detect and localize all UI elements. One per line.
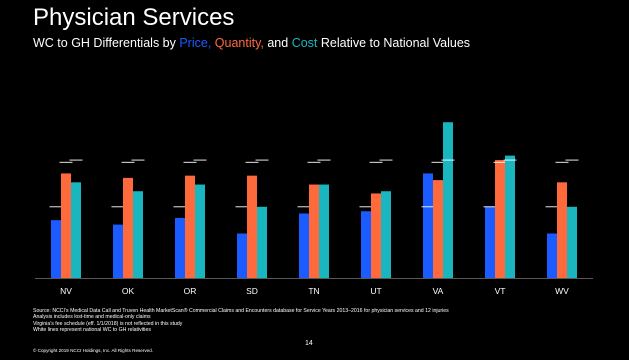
page-number: 14 — [305, 340, 313, 347]
subtitle-and: and — [267, 36, 292, 50]
bar-ut-1 — [371, 193, 381, 278]
x-tick-label: UT — [370, 286, 381, 296]
subtitle-prefix: WC to GH Differentials by — [33, 36, 180, 50]
bar-or-1 — [185, 175, 195, 278]
subtitle-quantity: Quantity, — [214, 36, 268, 50]
bar-or-2 — [195, 184, 205, 278]
bar-wv-1 — [557, 182, 567, 278]
bar-nv-1 — [61, 173, 71, 278]
x-tick-label: TN — [308, 286, 319, 296]
footnote-virginia: Virginia’s fee schedule (eff. 1/1/2018) … — [33, 320, 183, 327]
footnote-white-lines: White lines represent national WC to GH … — [33, 327, 151, 334]
bar-sd-0 — [237, 233, 247, 278]
bar-ok-1 — [123, 177, 133, 278]
bar-vt-0 — [485, 206, 495, 278]
footnotes: Source: NCCI’s Medical Data Call and Tru… — [33, 308, 613, 334]
bar-tn-0 — [299, 213, 309, 278]
bar-wv-2 — [567, 206, 577, 278]
copyright: © Copyright 2019 NCCI Holdings, Inc. All… — [33, 348, 154, 353]
bar-ut-2 — [381, 191, 391, 278]
page-title: Physician Services — [33, 4, 235, 31]
bar-va-0 — [423, 173, 433, 278]
bar-vt-2 — [505, 155, 515, 278]
bar-ok-2 — [133, 191, 143, 278]
bar-or-0 — [175, 217, 185, 278]
subtitle-cost: Cost — [291, 36, 318, 50]
bar-wv-0 — [547, 233, 557, 278]
bar-vt-1 — [495, 160, 505, 278]
x-tick-label: OK — [122, 286, 135, 296]
x-tick-label: WV — [555, 286, 569, 296]
bar-va-1 — [433, 180, 443, 278]
x-tick-label: NV — [60, 286, 72, 296]
bar-ut-0 — [361, 211, 371, 278]
x-tick-label: VA — [433, 286, 444, 296]
subtitle-suffix: Relative to National Values — [317, 36, 471, 50]
bar-tn-2 — [319, 184, 329, 278]
bar-sd-1 — [247, 175, 257, 278]
footnote-analysis: Analysis includes lost-time and medical-… — [33, 314, 151, 321]
subtitle: WC to GH Differentials by Price, Quantit… — [33, 35, 470, 51]
x-tick-label: VT — [495, 286, 506, 296]
bar-nv-2 — [71, 182, 81, 278]
bar-va-2 — [443, 122, 453, 278]
bar-nv-0 — [51, 220, 61, 278]
x-tick-label: SD — [246, 286, 258, 296]
bar-ok-0 — [113, 224, 123, 278]
footnote-source: Source: NCCI’s Medical Data Call and Tru… — [33, 308, 449, 314]
x-tick-label: OR — [184, 286, 197, 296]
bar-tn-1 — [309, 184, 319, 278]
subtitle-price: Price, — [179, 36, 215, 50]
bar-sd-2 — [257, 206, 267, 278]
